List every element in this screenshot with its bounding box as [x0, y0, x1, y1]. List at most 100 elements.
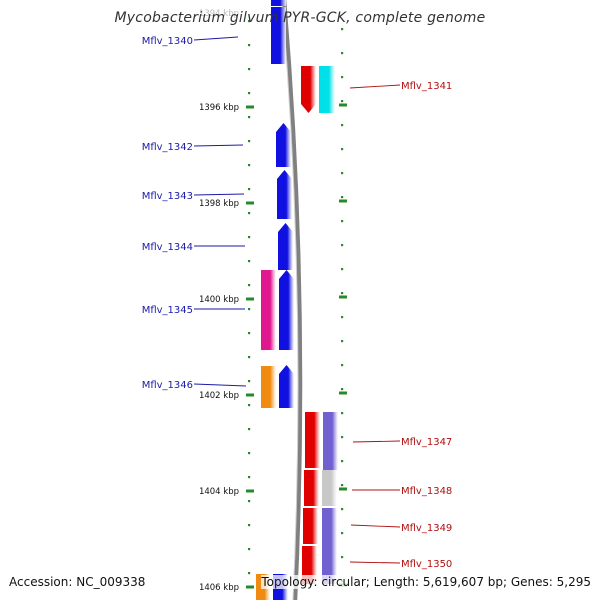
gene-label: Mflv_1346 — [142, 380, 193, 391]
kbp-tick-left — [246, 393, 254, 397]
guide-dot — [248, 188, 251, 191]
guide-dot — [341, 52, 344, 55]
kbp-tick-left — [246, 489, 254, 493]
kbp-tick-left — [246, 105, 254, 109]
kbp-label: 1402 kbp — [199, 391, 239, 401]
guide-dot — [248, 44, 251, 47]
guide-dot — [248, 452, 251, 455]
kbp-label: 1396 kbp — [199, 103, 239, 113]
gene-label: Mflv_1345 — [142, 305, 193, 316]
kbp-tick-right — [339, 199, 347, 203]
gene-leader-line — [350, 524, 401, 528]
guide-dot — [341, 340, 344, 343]
kbp-tick-left — [246, 201, 254, 205]
kbp-label: 1406 kbp — [199, 583, 239, 593]
guide-dot — [341, 28, 344, 31]
guide-dot — [248, 68, 251, 71]
guide-dot — [341, 124, 344, 127]
guide-dot — [341, 196, 344, 199]
guide-dot — [341, 148, 344, 151]
gene-leader-line — [193, 193, 245, 196]
gene-feature — [322, 508, 337, 546]
guide-dot — [248, 116, 251, 119]
gene-feature — [271, 7, 286, 64]
guide-dot — [248, 332, 251, 335]
gene-label: Mflv_1340 — [142, 36, 193, 47]
guide-dot — [248, 284, 251, 287]
guide-dot — [341, 268, 344, 271]
gene-label: Mflv_1348 — [401, 486, 452, 497]
gene-feature — [261, 270, 276, 350]
kbp-label: 1400 kbp — [199, 295, 239, 305]
gene-feature — [304, 470, 319, 506]
guide-dot — [248, 92, 251, 95]
guide-dot — [341, 172, 344, 175]
backbone-highlight — [281, 0, 299, 601]
backbone-line — [281, 0, 303, 601]
gene-feature — [261, 366, 276, 408]
guide-dot — [341, 436, 344, 439]
guide-dot — [248, 500, 251, 503]
gene-feature — [303, 508, 318, 544]
gene-leader-line — [352, 440, 401, 443]
gene-leader-line — [193, 383, 247, 387]
kbp-label: 1398 kbp — [199, 199, 239, 209]
guide-dot — [248, 524, 251, 527]
kbp-label-faded: 1394 kbp — [199, 9, 239, 19]
gene-leader-line — [193, 144, 244, 147]
gene-feature — [278, 223, 293, 270]
kbp-tick-right — [339, 103, 347, 107]
gene-feature — [323, 412, 338, 470]
guide-dot — [248, 20, 251, 23]
gene-label: Mflv_1341 — [401, 81, 452, 92]
gene-feature — [305, 412, 320, 468]
kbp-tick-right — [339, 487, 347, 491]
guide-dot — [248, 404, 251, 407]
gene-label: Mflv_1342 — [142, 142, 193, 153]
guide-dot — [341, 508, 344, 511]
guide-dot — [248, 572, 251, 575]
guide-dot — [341, 364, 344, 367]
gene-feature — [322, 470, 337, 506]
guide-dot — [248, 476, 251, 479]
guide-dot — [248, 140, 251, 143]
gene-label: Mflv_1350 — [401, 559, 452, 570]
gene-feature — [279, 270, 294, 350]
gene-feature — [322, 546, 337, 584]
guide-dot — [341, 100, 344, 103]
map-title: Mycobacterium gilvum PYR-GCK, complete g… — [114, 10, 486, 26]
guide-dot — [341, 460, 344, 463]
guide-dot — [248, 356, 251, 359]
guide-dot — [341, 556, 344, 559]
kbp-label: 1404 kbp — [199, 487, 239, 497]
guide-dot — [248, 164, 251, 167]
gene-feature — [277, 170, 292, 219]
gene-leader-line — [349, 561, 401, 564]
kbp-tick-left — [246, 297, 254, 301]
gene-feature — [301, 66, 316, 113]
gene-feature — [271, 0, 286, 6]
kbp-tick-right — [339, 391, 347, 395]
guide-dot — [248, 212, 251, 215]
accession-label: Accession: NC_009338 — [9, 575, 146, 589]
gene-feature — [276, 123, 291, 167]
gene-leader-line — [349, 84, 401, 89]
gene-feature — [279, 365, 294, 408]
guide-dot — [341, 220, 344, 223]
kbp-tick-right — [339, 295, 347, 299]
guide-dot — [341, 244, 344, 247]
gene-feature — [302, 546, 317, 584]
guide-dot — [248, 548, 251, 551]
gene-label: Mflv_1349 — [401, 523, 452, 534]
gene-label: Mflv_1344 — [142, 242, 193, 253]
guide-dot — [341, 316, 344, 319]
kbp-tick-left — [246, 585, 254, 589]
guide-dot — [341, 532, 344, 535]
topology-label: Topology: circular; Length: 5,619,607 bp… — [261, 575, 591, 589]
guide-dot — [341, 388, 344, 391]
guide-dot — [341, 76, 344, 79]
guide-dot — [341, 484, 344, 487]
gene-label: Mflv_1347 — [401, 437, 452, 448]
